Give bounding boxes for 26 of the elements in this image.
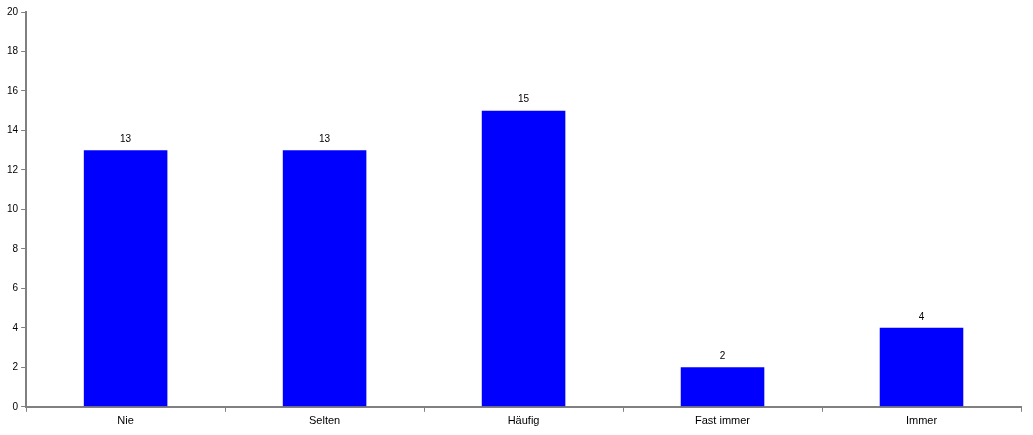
y-tick-label: 12 bbox=[7, 163, 19, 175]
data-label: 15 bbox=[518, 93, 530, 105]
bar bbox=[481, 110, 566, 407]
x-tick-label: Immer bbox=[905, 414, 938, 427]
x-tick-label: Fast immer bbox=[695, 414, 751, 427]
bar bbox=[83, 150, 168, 407]
y-tick-label: 20 bbox=[7, 5, 19, 17]
bar bbox=[879, 327, 964, 407]
data-label: 2 bbox=[719, 350, 726, 362]
y-tick-label: 18 bbox=[7, 45, 19, 57]
y-tick-label: 14 bbox=[7, 124, 19, 136]
y-tick-label: 10 bbox=[7, 203, 19, 215]
x-tick-label: Nie bbox=[117, 414, 134, 427]
data-label: 13 bbox=[319, 132, 331, 144]
y-tick-label: 6 bbox=[12, 282, 19, 294]
y-tick-label: 2 bbox=[12, 361, 19, 373]
data-label: 13 bbox=[120, 132, 132, 144]
y-tick-label: 0 bbox=[12, 400, 19, 412]
x-tick-label: Häufig bbox=[507, 414, 540, 427]
y-tick-label: 4 bbox=[12, 321, 19, 333]
data-label: 4 bbox=[918, 310, 925, 322]
y-tick-label: 8 bbox=[12, 242, 19, 254]
bar bbox=[680, 367, 765, 407]
x-tick-label: Selten bbox=[308, 414, 341, 427]
bar bbox=[282, 150, 367, 407]
y-tick-label: 16 bbox=[7, 84, 19, 96]
